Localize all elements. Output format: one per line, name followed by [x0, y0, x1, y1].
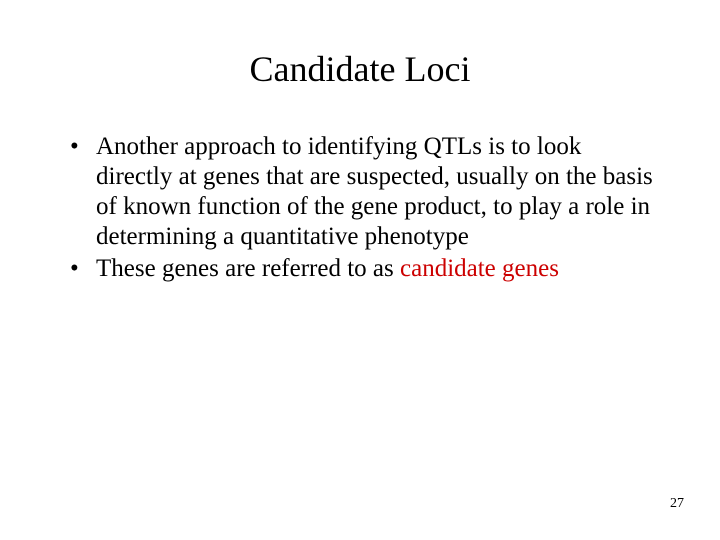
slide-title: Candidate Loci — [60, 48, 660, 90]
slide-body: Another approach to identifying QTLs is … — [60, 132, 660, 284]
bullet-list: Another approach to identifying QTLs is … — [60, 132, 660, 284]
bullet-item: These genes are referred to as candidate… — [60, 254, 660, 284]
page-number: 27 — [670, 496, 684, 512]
slide: Candidate Loci Another approach to ident… — [0, 0, 720, 540]
bullet-highlight: candidate genes — [400, 255, 559, 282]
bullet-text: Another approach to identifying QTLs is … — [96, 133, 653, 250]
bullet-text: These genes are referred to as — [96, 255, 400, 282]
bullet-item: Another approach to identifying QTLs is … — [60, 132, 660, 252]
